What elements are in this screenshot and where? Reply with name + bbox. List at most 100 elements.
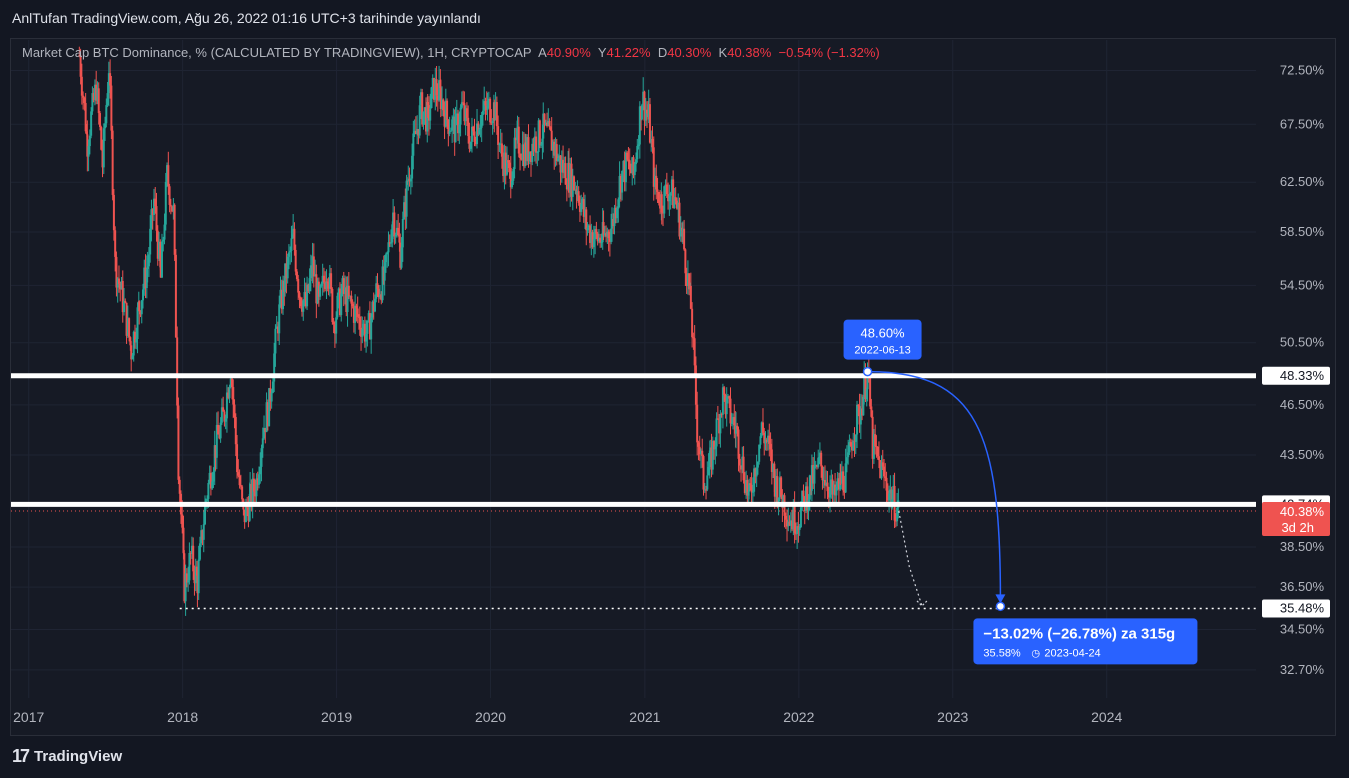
candle-body: [278, 304, 280, 333]
level-label: 48.33%: [1280, 368, 1325, 383]
candle-body: [697, 442, 699, 446]
candle-body: [154, 199, 156, 206]
candle-body: [691, 309, 693, 337]
forecast-dotted-path: [899, 511, 922, 606]
symbol-legend[interactable]: Market Cap BTC Dominance, % (CALCULATED …: [22, 45, 880, 60]
candle-body: [162, 240, 164, 242]
candle-body: [600, 242, 602, 243]
candle-body: [820, 453, 822, 467]
candle-body: [719, 414, 721, 433]
candle-body: [706, 475, 708, 489]
candle-body: [635, 159, 637, 164]
footer-brand[interactable]: 17 TradingView: [12, 746, 122, 767]
candle-body: [293, 229, 295, 250]
candle-body: [395, 235, 397, 237]
candle-body: [135, 339, 137, 342]
price-tick-label: 72.50%: [1280, 63, 1325, 78]
candle-body: [288, 252, 290, 256]
candle-body: [113, 195, 115, 230]
candle-body: [429, 108, 431, 121]
candle-body: [412, 134, 414, 156]
candle-body: [231, 379, 233, 387]
candle-body: [636, 146, 638, 159]
candle-body: [124, 301, 126, 303]
candle-body: [842, 471, 844, 490]
candle-body: [759, 436, 761, 444]
candle-body: [703, 456, 705, 490]
candle-body: [387, 242, 389, 252]
candle-body: [512, 169, 514, 181]
candle-body: [731, 423, 733, 424]
candle-body: [728, 396, 730, 398]
candle-body: [179, 480, 181, 494]
candle-body: [188, 553, 190, 580]
candle-body: [177, 406, 179, 480]
candle-body: [507, 160, 509, 162]
candle-body: [81, 77, 83, 96]
candle-body: [458, 125, 460, 134]
candle-body: [835, 487, 837, 496]
candle-body: [847, 452, 849, 457]
candle-body: [406, 181, 408, 217]
candle-body: [271, 393, 273, 402]
candle-body: [743, 457, 745, 481]
candle-body: [519, 154, 521, 158]
candle-body: [149, 229, 151, 255]
candle-body: [608, 232, 610, 238]
candle-body: [261, 448, 263, 467]
candle-body: [888, 494, 890, 501]
countdown-label: 3d 2h: [1281, 520, 1314, 535]
candle-body: [496, 102, 498, 126]
tradingview-logo-icon: 17: [12, 746, 28, 767]
candle-body: [501, 143, 503, 156]
candle-body: [222, 407, 224, 411]
candle-body: [165, 182, 167, 225]
candle-body: [410, 179, 412, 182]
candle-body: [236, 444, 238, 472]
low-label: D: [658, 45, 667, 60]
candle-body: [780, 477, 782, 496]
candle-body: [320, 284, 322, 286]
candle-body: [225, 418, 227, 421]
candle-body: [228, 387, 230, 398]
candle-body: [105, 105, 107, 123]
candle-body: [203, 524, 205, 539]
time-tick-label: 2018: [167, 709, 198, 725]
candle-body: [460, 108, 462, 125]
candle-body: [770, 444, 772, 450]
candles: [78, 47, 899, 616]
candle-body: [272, 382, 274, 393]
price-tick-label: 32.70%: [1280, 662, 1325, 677]
candle-body: [626, 153, 628, 160]
candle-body: [882, 462, 884, 466]
candle-body: [670, 193, 672, 196]
candle-body: [726, 397, 728, 415]
candle-body: [88, 146, 90, 157]
candle-body: [800, 507, 802, 527]
candle-body: [181, 514, 183, 527]
candle-body: [855, 435, 857, 442]
candle-body: [422, 112, 424, 125]
close-value: 40.38%: [727, 45, 771, 60]
candle-body: [896, 508, 898, 521]
price-tick-label: 50.50%: [1280, 335, 1325, 350]
candle-body: [829, 487, 831, 498]
projection-target-label: 35.58%: [983, 647, 1021, 659]
candle-body: [401, 247, 403, 267]
time-tick-label: 2017: [13, 709, 44, 725]
candle-body: [705, 489, 707, 490]
candle-body: [220, 423, 222, 439]
candle-body: [692, 337, 694, 338]
candle-body: [514, 138, 516, 169]
candle-body: [427, 102, 429, 105]
candle-body: [657, 189, 659, 191]
candle-body: [708, 467, 710, 475]
candle-body: [295, 250, 297, 272]
price-axis: 72.50%67.50%62.50%58.50%54.50%50.50%46.5…: [1262, 63, 1330, 677]
candle-body: [331, 289, 333, 322]
candle-body: [785, 516, 787, 520]
candle-body: [474, 131, 476, 142]
projection-end-point: [996, 602, 1004, 610]
candle-body: [240, 485, 242, 486]
